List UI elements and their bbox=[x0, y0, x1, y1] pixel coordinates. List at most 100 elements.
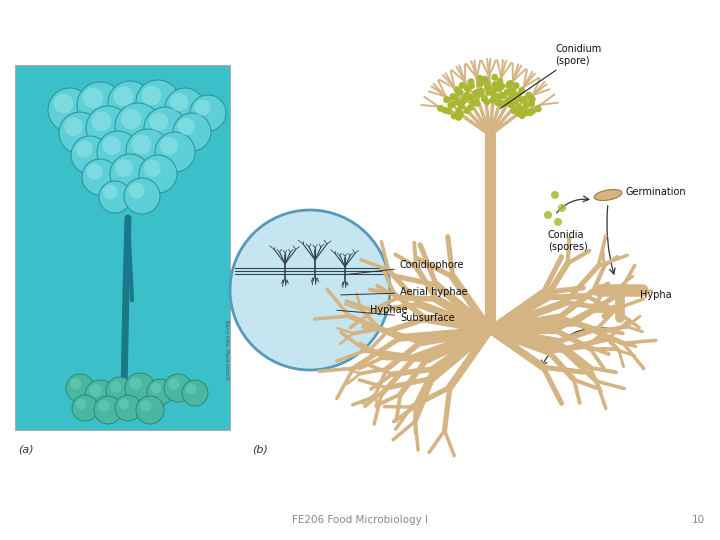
Circle shape bbox=[140, 400, 151, 411]
Circle shape bbox=[76, 399, 86, 409]
Circle shape bbox=[142, 85, 161, 105]
Circle shape bbox=[98, 400, 109, 411]
Circle shape bbox=[554, 218, 562, 226]
Circle shape bbox=[126, 129, 170, 173]
Circle shape bbox=[535, 105, 541, 112]
Text: Hypha: Hypha bbox=[640, 290, 672, 300]
Circle shape bbox=[528, 96, 536, 103]
Circle shape bbox=[451, 112, 458, 119]
Circle shape bbox=[114, 86, 133, 106]
Circle shape bbox=[518, 87, 526, 94]
Circle shape bbox=[119, 399, 130, 409]
Circle shape bbox=[91, 111, 112, 131]
Circle shape bbox=[449, 93, 456, 100]
Circle shape bbox=[85, 380, 115, 410]
Circle shape bbox=[144, 107, 186, 149]
Circle shape bbox=[151, 383, 161, 393]
Circle shape bbox=[498, 83, 505, 90]
Circle shape bbox=[473, 100, 480, 107]
Circle shape bbox=[469, 99, 477, 106]
Circle shape bbox=[510, 107, 518, 114]
Circle shape bbox=[48, 88, 92, 132]
Circle shape bbox=[99, 181, 131, 213]
Circle shape bbox=[115, 159, 133, 177]
Circle shape bbox=[523, 102, 530, 109]
Circle shape bbox=[461, 95, 468, 102]
Circle shape bbox=[513, 82, 520, 89]
Circle shape bbox=[461, 97, 467, 104]
Circle shape bbox=[64, 117, 83, 136]
Circle shape bbox=[110, 154, 150, 194]
Circle shape bbox=[71, 136, 109, 174]
Circle shape bbox=[478, 88, 485, 95]
Circle shape bbox=[496, 78, 503, 85]
Text: Hyphae: Hyphae bbox=[370, 305, 408, 315]
Circle shape bbox=[97, 131, 139, 173]
Text: Conidiophore: Conidiophore bbox=[345, 260, 464, 275]
Circle shape bbox=[529, 108, 536, 115]
Circle shape bbox=[467, 93, 474, 100]
Circle shape bbox=[130, 377, 142, 389]
Circle shape bbox=[53, 93, 73, 113]
Circle shape bbox=[455, 114, 462, 121]
Circle shape bbox=[491, 85, 498, 92]
Circle shape bbox=[503, 99, 510, 106]
Circle shape bbox=[160, 137, 178, 155]
Circle shape bbox=[458, 103, 464, 110]
Circle shape bbox=[491, 74, 498, 81]
Circle shape bbox=[144, 160, 161, 177]
Circle shape bbox=[437, 105, 444, 112]
Circle shape bbox=[447, 102, 454, 109]
Circle shape bbox=[106, 377, 134, 405]
Circle shape bbox=[194, 99, 211, 116]
Circle shape bbox=[477, 90, 485, 97]
Text: (a): (a) bbox=[18, 445, 34, 455]
Circle shape bbox=[182, 380, 208, 406]
Circle shape bbox=[508, 102, 514, 109]
Text: 10: 10 bbox=[692, 515, 705, 525]
Circle shape bbox=[173, 113, 211, 151]
Circle shape bbox=[115, 395, 141, 421]
Circle shape bbox=[102, 136, 121, 155]
Circle shape bbox=[147, 379, 173, 405]
Circle shape bbox=[558, 204, 566, 212]
Circle shape bbox=[115, 103, 161, 149]
Circle shape bbox=[463, 92, 470, 99]
Circle shape bbox=[72, 395, 98, 421]
Circle shape bbox=[110, 381, 122, 393]
Circle shape bbox=[467, 78, 474, 85]
Circle shape bbox=[124, 178, 160, 214]
Circle shape bbox=[164, 374, 192, 402]
Circle shape bbox=[495, 99, 501, 106]
Circle shape bbox=[77, 82, 123, 128]
Circle shape bbox=[230, 210, 390, 370]
Circle shape bbox=[454, 99, 462, 106]
Text: FE206 Food Microbiology I: FE206 Food Microbiology I bbox=[292, 515, 428, 525]
Circle shape bbox=[516, 104, 523, 111]
Circle shape bbox=[459, 82, 466, 89]
FancyBboxPatch shape bbox=[15, 65, 230, 430]
Ellipse shape bbox=[594, 190, 622, 200]
Circle shape bbox=[89, 384, 102, 396]
Circle shape bbox=[86, 106, 130, 150]
Circle shape bbox=[510, 87, 516, 94]
Circle shape bbox=[165, 88, 205, 128]
Circle shape bbox=[464, 85, 471, 92]
Text: Conidia
(spores): Conidia (spores) bbox=[548, 230, 588, 252]
Circle shape bbox=[519, 97, 526, 104]
Circle shape bbox=[518, 112, 526, 119]
Circle shape bbox=[490, 90, 496, 97]
Circle shape bbox=[481, 76, 488, 83]
Circle shape bbox=[139, 155, 177, 193]
Circle shape bbox=[83, 87, 104, 109]
Circle shape bbox=[483, 79, 490, 86]
Circle shape bbox=[467, 104, 474, 111]
Circle shape bbox=[484, 98, 490, 105]
Circle shape bbox=[504, 89, 510, 96]
Circle shape bbox=[66, 374, 94, 402]
Circle shape bbox=[551, 191, 559, 199]
Circle shape bbox=[170, 93, 188, 111]
Circle shape bbox=[468, 82, 475, 89]
Circle shape bbox=[520, 107, 527, 114]
Circle shape bbox=[136, 80, 180, 124]
